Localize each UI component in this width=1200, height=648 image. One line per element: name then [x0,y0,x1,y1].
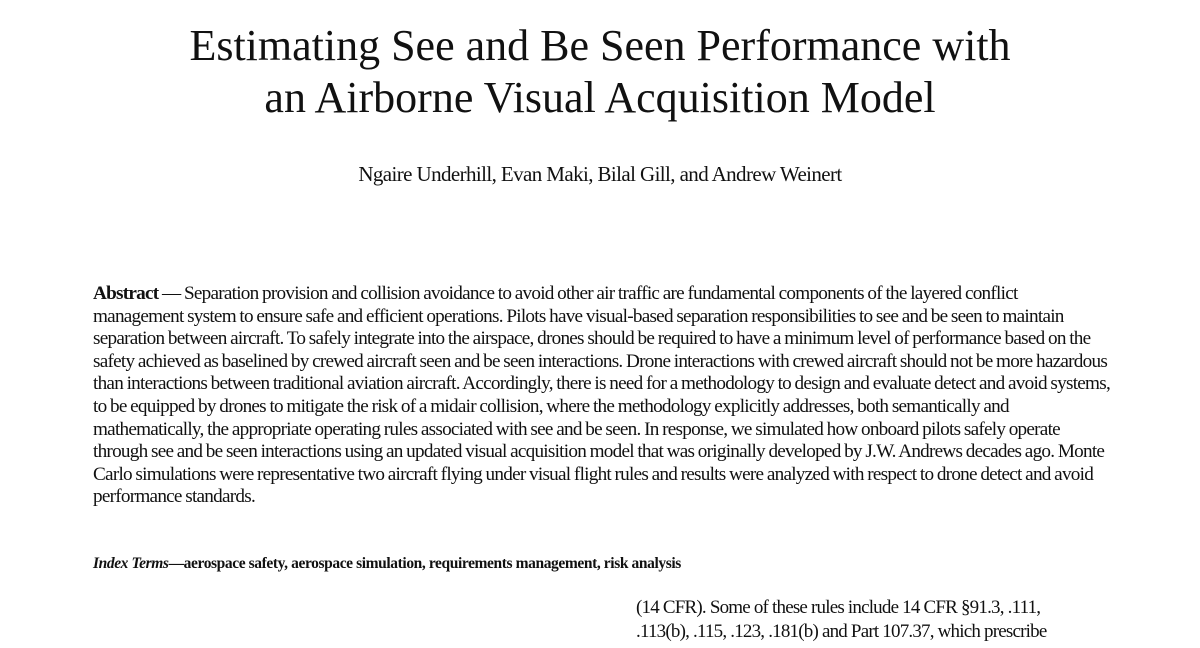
abstract-text: — Separation provision and collision avo… [93,283,1111,508]
index-terms-text: —aerospace safety, aerospace simulation,… [168,555,682,572]
authors: Ngaire Underhill, Evan Maki, Bilal Gill,… [358,162,842,186]
column-line: .113(b), .115, .123, .181(b) and Part 10… [636,621,1047,642]
title-line: an Airborne Visual Acquisition Model [264,73,936,122]
title-line: Estimating See and Be Seen Performance w… [189,21,1011,70]
column-line: (14 CFR). Some of these rules include 14… [636,597,1041,618]
index-terms-label: Index Terms [93,555,169,572]
paper-title: Estimating See and Be Seen Performance w… [0,20,1200,124]
right-column: (14 CFR). Some of these rules include 14… [636,596,1116,644]
abstract-label: Abstract [93,283,159,304]
index-terms: Index Terms—aerospace safety, aerospace … [93,555,1111,573]
abstract: Abstract — Separation provision and coll… [93,283,1111,509]
